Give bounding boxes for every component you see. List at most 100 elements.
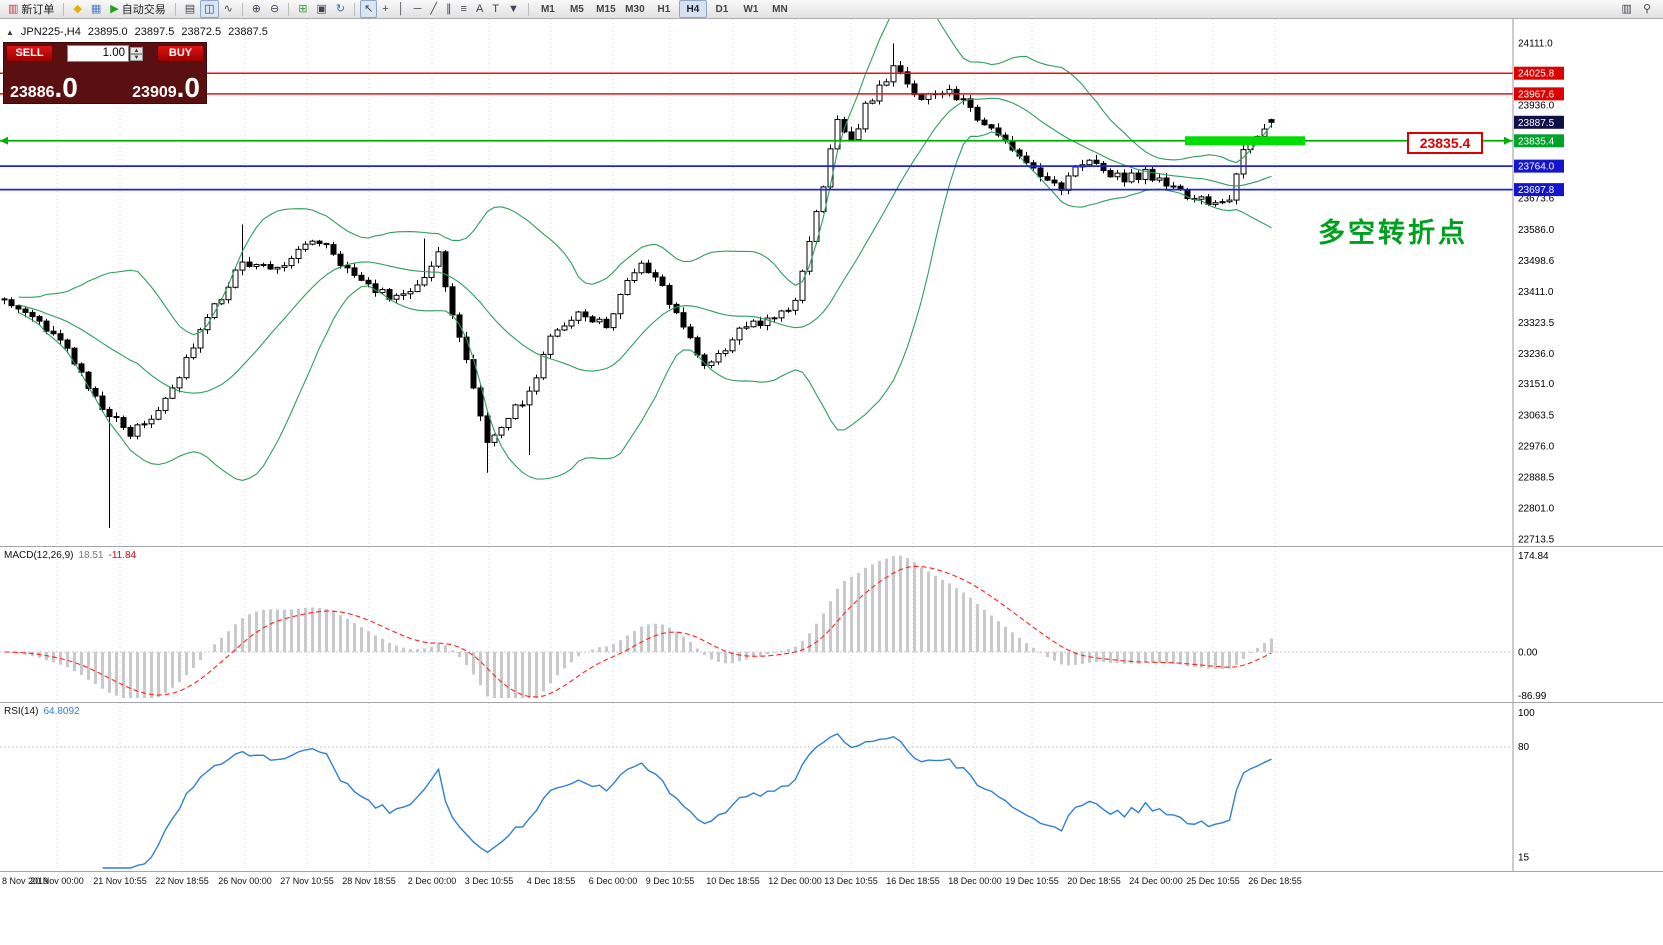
pivot-line-right-arrow — [1504, 136, 1512, 145]
autotrading-button-label: 自动交易 — [121, 4, 166, 16]
timeframe-M1-button[interactable]: M1 — [540, 3, 555, 15]
time-tick-label: 25 Dec 10:55 — [1186, 876, 1240, 886]
price-badge — [1514, 134, 1564, 148]
price-axis-label: 22888.5 — [1518, 472, 1555, 483]
metaeditor-button[interactable]: ◆ — [69, 0, 85, 18]
vertical-line-tool-button[interactable]: │ — [394, 0, 409, 18]
panel-separator[interactable] — [0, 546, 1663, 547]
symbol-name: JPN225-,H4 — [20, 26, 81, 38]
rsi-axis-label: 80 — [1518, 742, 1530, 753]
bar-chart-button[interactable]: ▤ — [181, 0, 199, 18]
time-tick-label: 26 Dec 18:55 — [1248, 876, 1302, 886]
candlestick-chart-button[interactable]: ◫ — [200, 0, 219, 18]
price-badge-label: 23764.0 — [1518, 162, 1555, 173]
price-badge-label: 23697.8 — [1518, 185, 1555, 196]
time-tick-label: 28 Nov 18:55 — [342, 876, 396, 886]
chart-window-button[interactable]: ▥ — [1618, 0, 1636, 18]
chart-annotation[interactable]: 多空转折点 — [1318, 218, 1468, 248]
time-axis[interactable]: 8 Nov 2019 20 Nov 00:00 21 Nov 10:55 22 Nov… — [0, 874, 1513, 890]
toolbar-separator — [288, 2, 290, 16]
tile-windows-button[interactable]: ⊞ — [294, 0, 311, 18]
price-axis-label: 24111.0 — [1518, 38, 1553, 49]
horizontal-line-tool-button[interactable]: ─ — [410, 0, 426, 18]
pivot-price-label[interactable]: 23835.4 — [1407, 132, 1483, 154]
crosshair-tool-icon: + — [382, 2, 389, 15]
channel-tool-button[interactable]: ∥ — [442, 0, 456, 18]
time-tick-label: 4 Dec 18:55 — [526, 876, 576, 886]
chart-window-icon: ▥ — [1621, 2, 1632, 15]
sell-button[interactable]: SELL — [6, 45, 53, 62]
arrows-tool-icon: ▼ — [508, 2, 519, 15]
label-tool-icon: T — [492, 2, 500, 15]
timeframe-H4-button[interactable]: H4 — [678, 0, 707, 18]
zoom-in-button[interactable]: ⊕ — [248, 0, 265, 18]
price-axis-label: 22801.0 — [1518, 503, 1555, 514]
timeframe-M5-button[interactable]: M5 — [569, 3, 584, 15]
volume-field[interactable]: 1.00 — [67, 45, 129, 62]
time-tick-label: 26 Nov 00:00 — [218, 876, 272, 886]
fibonacci-tool-button[interactable]: ≡ — [457, 0, 471, 18]
time-tick-label: 3 Dec 10:55 — [464, 876, 514, 886]
arrows-tool-button[interactable]: ▼ — [504, 0, 523, 18]
search-button[interactable]: ⚲ — [1639, 0, 1655, 18]
price-badge — [1514, 66, 1564, 80]
buy-button[interactable]: BUY — [157, 45, 204, 62]
time-tick-label: 18 Dec 00:00 — [948, 876, 1002, 886]
highlight-rect[interactable] — [1185, 136, 1305, 146]
new-order-button[interactable]: ▥ 新订单 — [4, 0, 58, 18]
price-axis-label: 23236.0 — [1518, 349, 1555, 360]
time-tick-label: 20 Nov 00:00 — [30, 876, 84, 886]
price-axis-label: 23063.5 — [1518, 410, 1555, 421]
time-tick-label: 27 Nov 10:55 — [280, 876, 334, 886]
time-tick-label: 13 Dec 10:55 — [824, 876, 878, 886]
layout-button[interactable]: ▦ — [87, 0, 105, 18]
vertical-line-tool-icon: │ — [397, 2, 405, 15]
rsi-chart[interactable]: 100 80 15 — [0, 703, 1663, 871]
refresh-button[interactable]: ↻ — [332, 0, 349, 18]
rsi-line — [102, 732, 1272, 869]
timeframe-M15-button[interactable]: M15 — [596, 3, 616, 15]
rsi-axis-label: 100 — [1518, 708, 1535, 719]
panel-separator[interactable] — [0, 702, 1663, 703]
horizontal-line-tool-icon: ─ — [413, 2, 422, 15]
line-chart-button[interactable]: ∿ — [220, 0, 237, 18]
price-axis-label: 23323.5 — [1518, 318, 1555, 329]
toolbar-right-group: ▥ ⚲ — [1618, 0, 1655, 18]
toolbar-separator — [63, 2, 65, 16]
timeframe-M30-button[interactable]: M30 — [625, 3, 645, 15]
price-axis-label: 23411.0 — [1518, 287, 1554, 298]
collapse-panel-icon[interactable]: ▲ — [6, 27, 14, 37]
timeframe-H1-button[interactable]: H1 — [657, 3, 671, 15]
cursor-tool-button[interactable]: ↖ — [360, 0, 378, 18]
text-tool-button[interactable]: A — [472, 0, 487, 18]
tile-windows-icon: ⊞ — [298, 2, 308, 15]
price-badge-label: 23967.6 — [1518, 89, 1555, 100]
price-axis-label: 22976.0 — [1518, 441, 1555, 452]
timeframe-D1-button[interactable]: D1 — [715, 3, 729, 15]
toolbar-separator — [241, 2, 243, 16]
time-tick-label: 22 Nov 18:55 — [155, 876, 209, 886]
price-chart[interactable]: 24111.0 23936.0 23673.6 23586.0 23498.6 23411… — [0, 19, 1663, 546]
bollinger-band — [18, 19, 1272, 336]
volume-down-button[interactable]: ▼ — [130, 53, 143, 61]
trendline-tool-button[interactable]: ╱ — [426, 0, 441, 18]
crosshair-tool-button[interactable]: + — [378, 0, 392, 18]
rsi-indicator-label: RSI(14) 64.8092 — [4, 706, 80, 717]
zoom-in-icon: ⊕ — [251, 2, 261, 15]
time-tick-label: 21 Nov 10:55 — [93, 876, 147, 886]
time-tick-label: 20 Dec 18:55 — [1067, 876, 1121, 886]
volume-up-button[interactable]: ▲ — [130, 46, 143, 54]
metaeditor-icon: ◆ — [73, 2, 82, 15]
timeframe-MN-button[interactable]: MN — [772, 3, 788, 15]
panel-separator — [0, 871, 1663, 872]
arrange-windows-button[interactable]: ▣ — [312, 0, 330, 18]
bar-open: 23895.0 — [87, 26, 128, 38]
time-tick-label: 24 Dec 00:00 — [1129, 876, 1183, 886]
macd-axis-label: 0.00 — [1518, 648, 1538, 659]
label-tool-button[interactable]: T — [488, 0, 503, 18]
timeframe-W1-button[interactable]: W1 — [743, 3, 759, 15]
zoom-out-button[interactable]: ⊖ — [266, 0, 283, 18]
macd-chart[interactable]: 174.84 0.00 -86.99 — [0, 547, 1663, 702]
autotrading-button[interactable]: ▶ 自动交易 — [106, 0, 169, 18]
time-tick-label: 9 Dec 10:55 — [645, 876, 695, 886]
